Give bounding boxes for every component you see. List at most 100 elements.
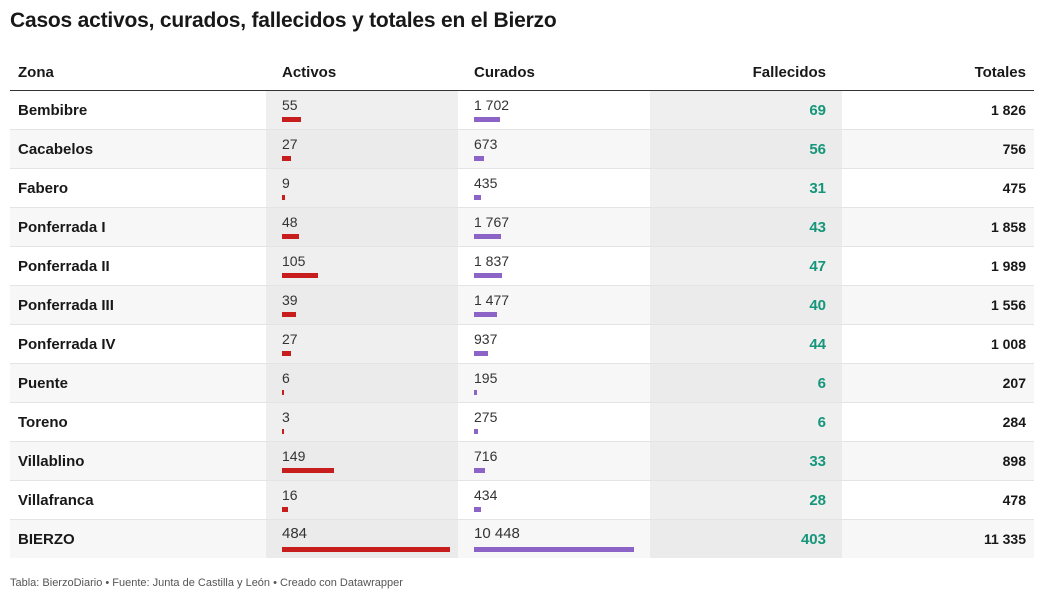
- fallecidos-cell-bg: [650, 403, 842, 441]
- table-row: Cacabelos 27 673 56 756: [10, 130, 1034, 169]
- fallecidos-cell-bg: [650, 520, 842, 558]
- fallecidos-value: 6: [817, 375, 826, 392]
- fallecidos-cell-bg: [650, 130, 842, 168]
- curados-value: 195: [474, 370, 498, 386]
- activos-cell-bg: [266, 130, 458, 168]
- curados-value: 673: [474, 136, 498, 152]
- header-activos[interactable]: Activos: [282, 64, 337, 81]
- activos-bar: [282, 117, 301, 122]
- fallecidos-value: 403: [800, 531, 826, 548]
- activos-cell-bg: [266, 91, 458, 129]
- table-row: Ponferrada IV 27 937 44 1 008: [10, 325, 1034, 364]
- zona-cell: Ponferrada III: [18, 297, 114, 314]
- fallecidos-value: 33: [809, 453, 826, 470]
- table-row: Ponferrada II 105 1 837 47 1 989: [10, 247, 1034, 286]
- curados-value: 1 477: [474, 292, 510, 308]
- header-fallecidos[interactable]: Fallecidos: [752, 64, 826, 81]
- totales-value: 1 008: [990, 336, 1026, 352]
- table-row: BIERZO 484 10 448 403 11 335: [10, 520, 1034, 558]
- curados-bar: [474, 547, 634, 552]
- fallecidos-cell-bg: [650, 286, 842, 324]
- fallecidos-value: 56: [809, 141, 826, 158]
- fallecidos-value: 69: [809, 102, 826, 119]
- activos-value: 149: [282, 448, 306, 464]
- zona-cell: BIERZO: [18, 531, 75, 548]
- fallecidos-value: 44: [809, 336, 826, 353]
- totales-value: 475: [1002, 180, 1026, 196]
- table-row: Villablino 149 716 33 898: [10, 442, 1034, 481]
- activos-bar: [282, 390, 284, 395]
- curados-value: 1 702: [474, 97, 510, 113]
- activos-cell-bg: [266, 286, 458, 324]
- activos-bar: [282, 507, 288, 512]
- activos-value: 105: [282, 253, 306, 269]
- activos-bar: [282, 429, 284, 434]
- curados-value: 716: [474, 448, 498, 464]
- curados-bar: [474, 273, 502, 278]
- curados-bar: [474, 390, 477, 395]
- totales-value: 1 858: [990, 219, 1026, 235]
- fallecidos-value: 43: [809, 219, 826, 236]
- activos-bar: [282, 234, 299, 239]
- activos-value: 39: [282, 292, 298, 308]
- curados-value: 1 767: [474, 214, 510, 230]
- table-row: Ponferrada I 48 1 767 43 1 858: [10, 208, 1034, 247]
- activos-value: 3: [282, 409, 290, 425]
- activos-bar: [282, 273, 318, 278]
- curados-value: 1 837: [474, 253, 510, 269]
- zona-cell: Bembibre: [18, 102, 88, 119]
- curados-value: 434: [474, 487, 498, 503]
- fallecidos-value: 40: [809, 297, 826, 314]
- activos-value: 484: [282, 525, 308, 542]
- curados-bar: [474, 351, 488, 356]
- fallecidos-cell-bg: [650, 169, 842, 207]
- activos-cell-bg: [266, 325, 458, 363]
- curados-value: 275: [474, 409, 498, 425]
- activos-cell-bg: [266, 442, 458, 480]
- activos-bar: [282, 468, 334, 473]
- curados-bar: [474, 234, 501, 239]
- chart-title: Casos activos, curados, fallecidos y tot…: [10, 9, 557, 32]
- header-curados[interactable]: Curados: [474, 64, 535, 81]
- activos-cell-bg: [266, 403, 458, 441]
- activos-value: 48: [282, 214, 298, 230]
- curados-bar: [474, 468, 485, 473]
- table-row: Bembibre 55 1 702 69 1 826: [10, 91, 1034, 130]
- totales-value: 1 826: [990, 102, 1026, 118]
- totales-value: 11 335: [983, 531, 1026, 547]
- fallecidos-value: 31: [809, 180, 826, 197]
- fallecidos-value: 6: [817, 414, 826, 431]
- source-footer: Tabla: BierzoDiario • Fuente: Junta de C…: [10, 577, 403, 589]
- activos-bar: [282, 312, 296, 317]
- curados-bar: [474, 312, 497, 317]
- fallecidos-value: 47: [809, 258, 826, 275]
- activos-value: 6: [282, 370, 290, 386]
- curados-bar: [474, 195, 481, 200]
- curados-bar: [474, 429, 478, 434]
- table-row: Puente 6 195 6 207: [10, 364, 1034, 403]
- zona-cell: Ponferrada II: [18, 258, 110, 275]
- header-totales[interactable]: Totales: [974, 64, 1026, 81]
- table-row: Villafranca 16 434 28 478: [10, 481, 1034, 520]
- table-header: Zona Activos Curados Fallecidos Totales: [10, 52, 1034, 91]
- activos-cell-bg: [266, 169, 458, 207]
- zona-cell: Villafranca: [18, 492, 94, 509]
- totales-value: 898: [1002, 453, 1026, 469]
- activos-cell-bg: [266, 208, 458, 246]
- fallecidos-cell-bg: [650, 364, 842, 402]
- totales-value: 756: [1002, 141, 1026, 157]
- header-zona[interactable]: Zona: [18, 64, 54, 81]
- curados-value: 435: [474, 175, 498, 191]
- curados-value: 10 448: [474, 525, 520, 542]
- totales-value: 207: [1002, 375, 1026, 391]
- curados-bar: [474, 156, 484, 161]
- fallecidos-cell-bg: [650, 325, 842, 363]
- activos-bar: [282, 156, 291, 161]
- zona-cell: Ponferrada IV: [18, 336, 116, 353]
- fallecidos-cell-bg: [650, 91, 842, 129]
- activos-cell-bg: [266, 247, 458, 285]
- fallecidos-cell-bg: [650, 208, 842, 246]
- activos-value: 9: [282, 175, 290, 191]
- fallecidos-cell-bg: [650, 481, 842, 519]
- totales-value: 284: [1002, 414, 1026, 430]
